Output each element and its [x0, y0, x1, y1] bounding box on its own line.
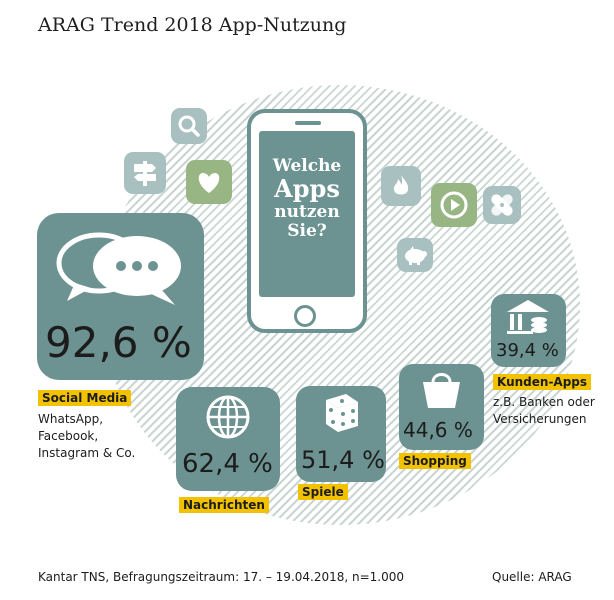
signpost-icon	[124, 152, 166, 194]
customer-apps-label: Kunden-Apps	[493, 374, 592, 390]
news-value: 62,4 %	[182, 449, 273, 479]
shopping-label: Shopping	[399, 453, 471, 469]
customer-apps-value: 39,4 %	[496, 340, 559, 361]
social-desc-line: WhatsApp,	[38, 412, 104, 426]
customer-desc-line: Versicherungen	[493, 412, 587, 426]
social-desc-line: Instagram & Co.	[38, 446, 136, 460]
source-credit: Quelle: ARAG	[492, 570, 572, 584]
flame-icon	[381, 166, 421, 206]
dice-icon	[326, 394, 358, 432]
shopping-value: 44,6 %	[403, 418, 473, 442]
phone-speaker	[295, 121, 321, 125]
social-media-desc: WhatsApp, Facebook, Instagram & Co.	[38, 411, 135, 462]
news-label: Nachrichten	[179, 497, 269, 513]
heart-icon	[186, 160, 232, 204]
play-icon	[431, 183, 477, 227]
games-card: 51,4 %	[296, 386, 386, 482]
shopping-card: 44,6 %	[399, 364, 484, 450]
phone-question: Welche Apps nutzen Sie?	[259, 156, 355, 241]
search-icon	[171, 108, 207, 144]
question-line-4: Sie?	[287, 220, 327, 241]
games-value: 51,4 %	[301, 446, 385, 474]
phone-screen: Welche Apps nutzen Sie?	[259, 131, 355, 297]
piggy-bank-icon	[397, 238, 433, 272]
social-desc-line: Facebook,	[38, 429, 99, 443]
customer-desc-line: z.B. Banken oder	[493, 395, 595, 409]
survey-source: Kantar TNS, Befragungszeitraum: 17. – 19…	[38, 570, 405, 584]
bank-icon	[507, 300, 549, 334]
phone-home-button	[294, 305, 316, 327]
social-media-value: 92,6 %	[45, 318, 192, 367]
shopping-bag-icon	[423, 373, 460, 408]
globe-icon	[206, 395, 250, 439]
phone-illustration: Welche Apps nutzen Sie?	[247, 109, 367, 333]
page-title: ARAG Trend 2018 App-Nutzung	[38, 14, 347, 36]
customer-apps-card: 39,4 %	[491, 294, 566, 367]
customer-apps-desc: z.B. Banken oder Versicherungen	[493, 394, 595, 428]
games-label: Spiele	[298, 484, 348, 500]
question-line-1: Welche	[272, 156, 342, 176]
bandage-icon	[483, 186, 521, 224]
social-media-label: Social Media	[38, 390, 132, 406]
social-media-card: 92,6 %	[37, 213, 204, 380]
question-line-2: Apps	[274, 174, 340, 204]
question-line-3: nutzen	[274, 201, 340, 222]
speech-bubbles-icon	[56, 232, 181, 305]
news-card: 62,4 %	[176, 387, 280, 491]
